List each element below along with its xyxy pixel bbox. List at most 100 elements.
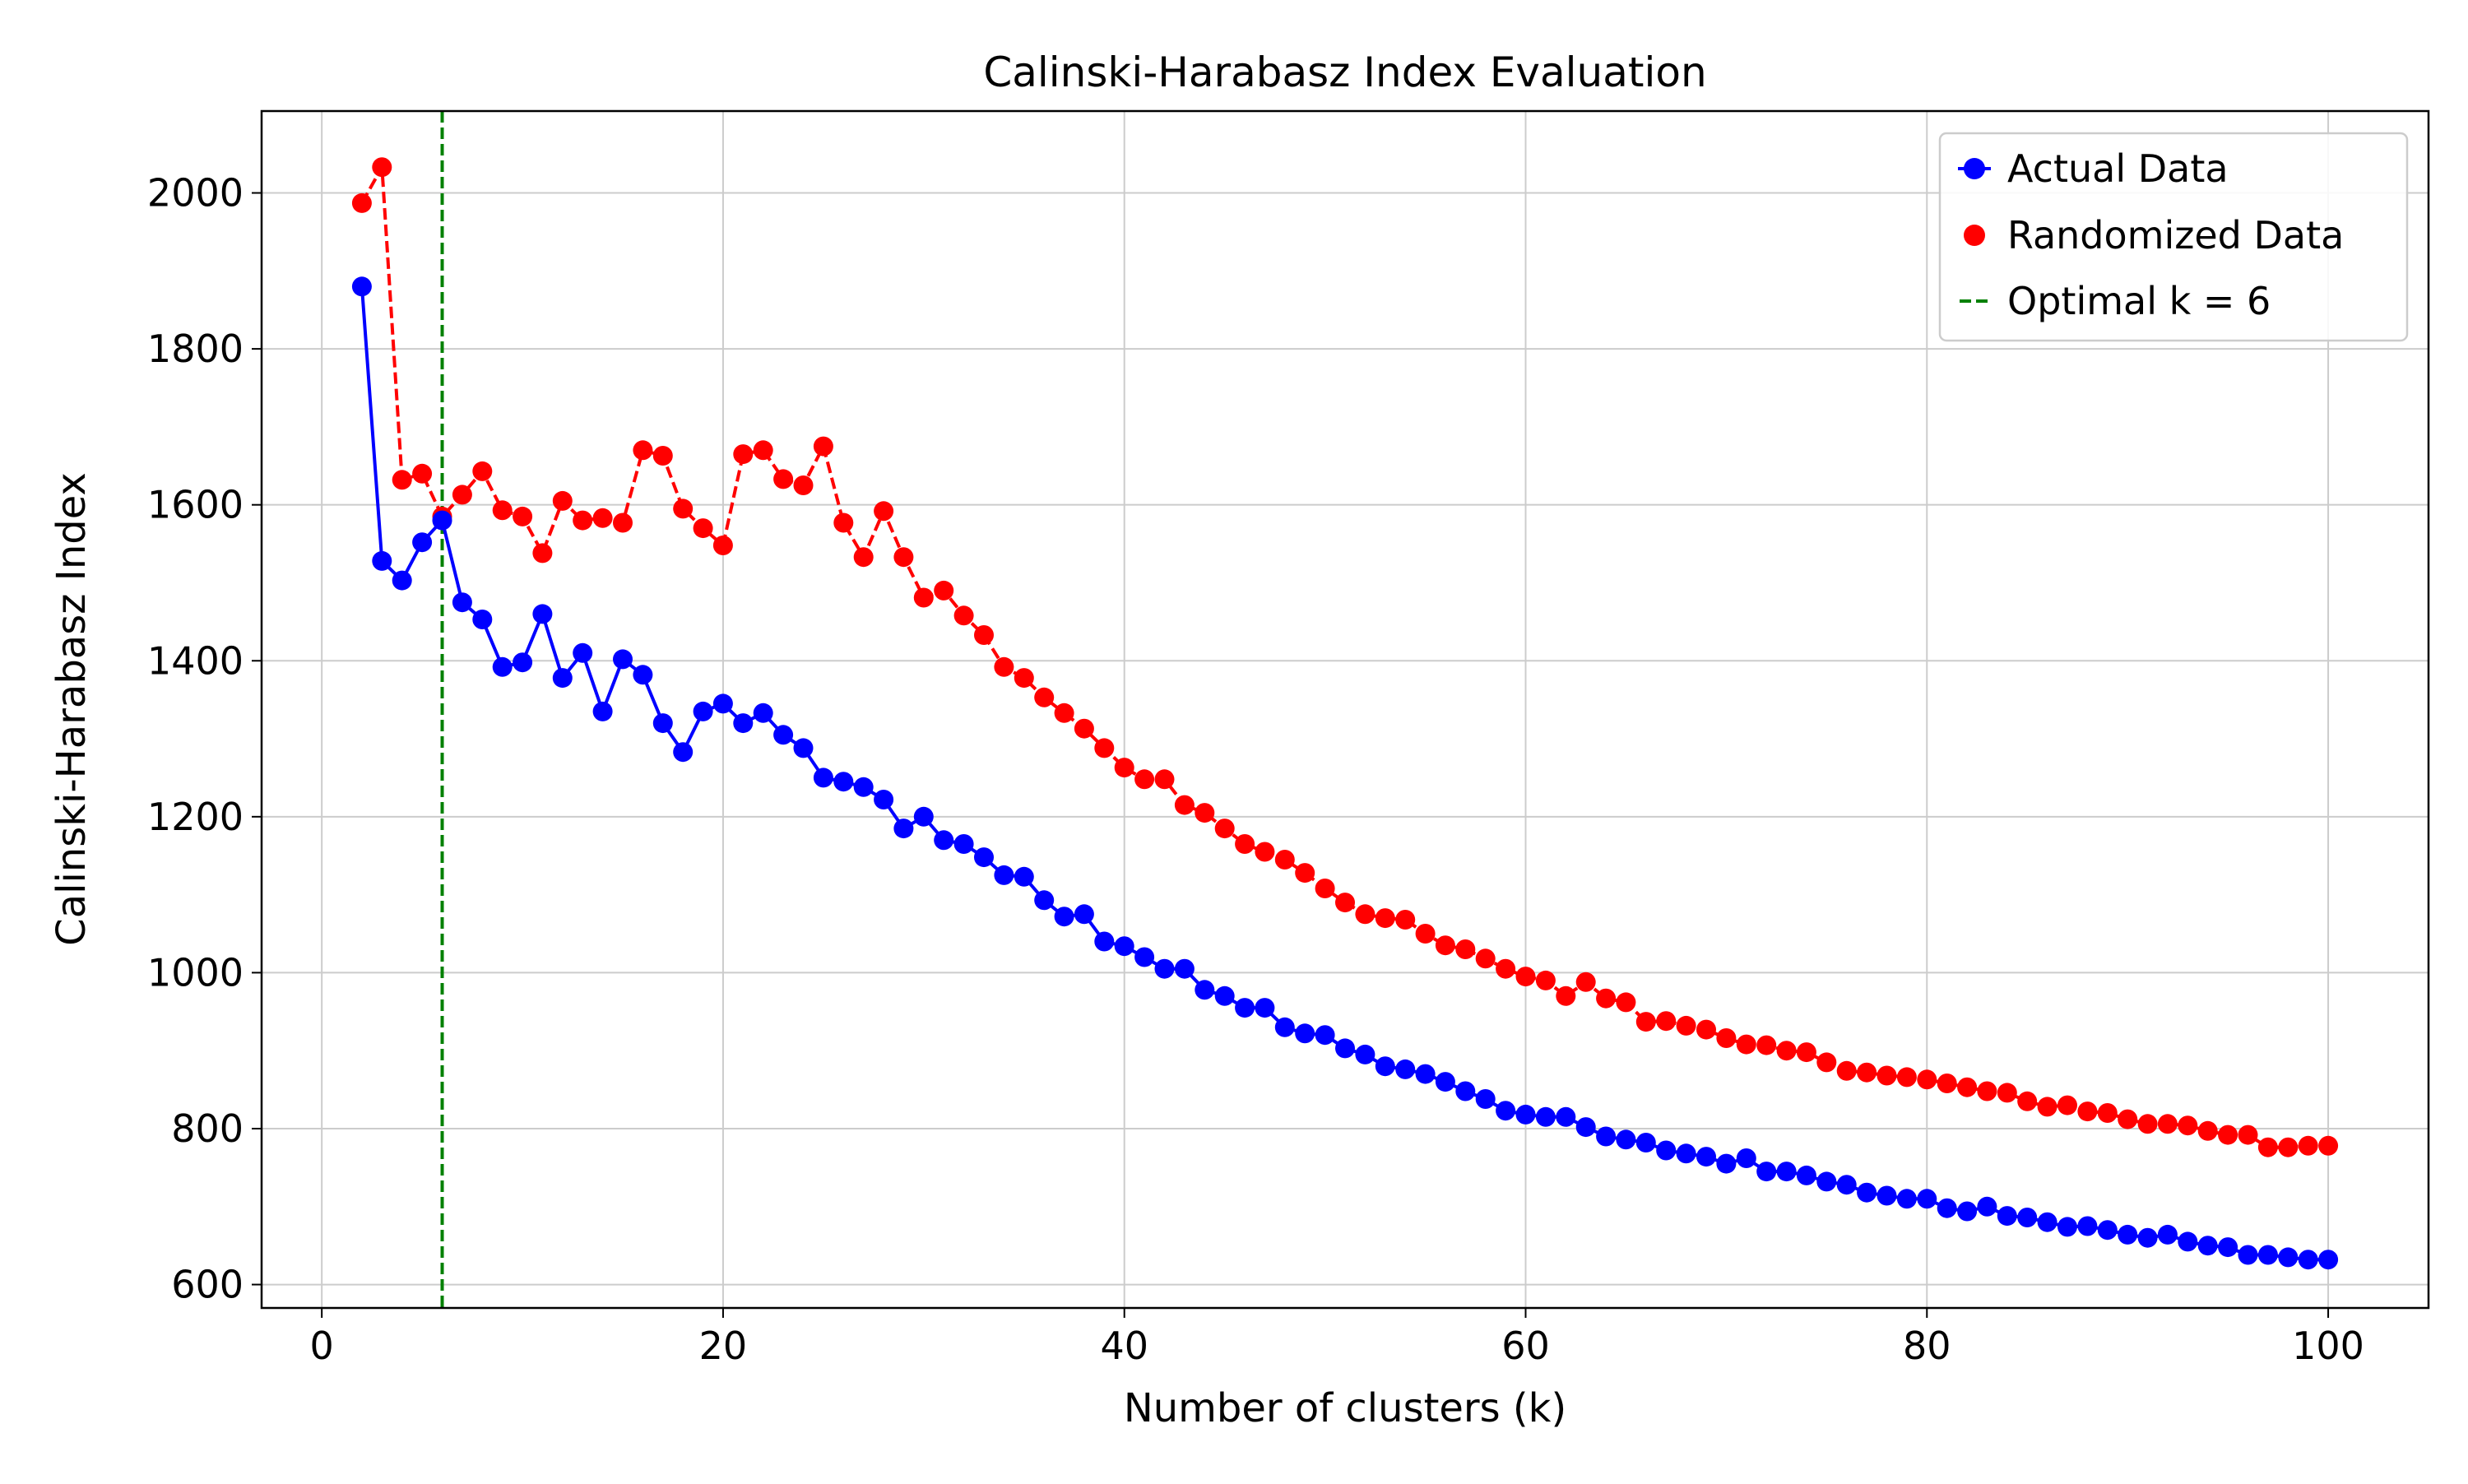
data-point-randomized-data xyxy=(1295,863,1315,883)
data-point-actual-data xyxy=(1195,980,1215,1000)
data-point-randomized-data xyxy=(1877,1065,1897,1086)
y-tick-label: 2000 xyxy=(147,171,244,216)
data-point-randomized-data xyxy=(1074,718,1094,739)
data-point-actual-data xyxy=(793,738,814,758)
data-point-actual-data xyxy=(1977,1196,1997,1217)
data-point-actual-data xyxy=(452,592,472,613)
data-point-randomized-data xyxy=(392,470,412,490)
data-point-actual-data xyxy=(372,550,392,571)
data-point-actual-data xyxy=(2037,1212,2057,1232)
data-point-actual-data xyxy=(613,649,633,670)
data-point-actual-data xyxy=(1315,1025,1335,1046)
data-point-actual-data xyxy=(1877,1185,1897,1206)
data-point-actual-data xyxy=(1274,1017,1295,1037)
data-point-randomized-data xyxy=(2257,1137,2278,1157)
data-point-randomized-data xyxy=(1676,1015,1696,1036)
data-point-actual-data xyxy=(1395,1059,1416,1079)
data-point-actual-data xyxy=(1014,866,1034,887)
data-point-randomized-data xyxy=(573,510,593,531)
series-randomized-data xyxy=(351,157,2339,1157)
data-point-randomized-data xyxy=(592,508,613,528)
data-point-randomized-data xyxy=(1736,1034,1756,1055)
legend-frame xyxy=(1938,132,2409,342)
data-point-randomized-data xyxy=(1054,703,1074,723)
data-point-actual-data xyxy=(1355,1044,1375,1064)
data-point-randomized-data xyxy=(773,469,794,489)
data-point-actual-data xyxy=(1515,1104,1536,1125)
data-point-actual-data xyxy=(1535,1106,1556,1127)
data-point-actual-data xyxy=(1154,958,1175,979)
y-tick-label: 1200 xyxy=(147,795,244,839)
plot-frame xyxy=(260,109,2430,1310)
y-tick-label: 1000 xyxy=(147,950,244,995)
data-point-randomized-data xyxy=(1896,1067,1917,1087)
data-point-randomized-data xyxy=(351,192,372,213)
data-point-actual-data xyxy=(1455,1081,1476,1101)
data-point-actual-data xyxy=(1235,998,1255,1018)
data-point-randomized-data xyxy=(2118,1109,2138,1129)
data-point-actual-data xyxy=(1857,1182,1877,1203)
data-point-randomized-data xyxy=(1556,985,1576,1006)
data-point-randomized-data xyxy=(1977,1081,1997,1101)
data-point-actual-data xyxy=(633,665,653,685)
data-point-randomized-data xyxy=(1214,819,1235,839)
data-point-randomized-data xyxy=(1335,893,1355,913)
data-point-randomized-data xyxy=(1696,1019,1716,1040)
data-point-randomized-data xyxy=(652,446,673,466)
data-point-actual-data xyxy=(412,532,433,553)
data-point-actual-data xyxy=(1054,907,1074,927)
data-point-randomized-data xyxy=(372,157,392,178)
data-point-actual-data xyxy=(874,790,894,809)
data-point-randomized-data xyxy=(833,512,854,533)
data-point-actual-data xyxy=(673,742,694,763)
data-point-randomized-data xyxy=(2178,1115,2198,1136)
data-point-randomized-data xyxy=(953,605,974,626)
data-point-randomized-data xyxy=(2197,1120,2218,1141)
data-point-randomized-data xyxy=(2057,1095,2077,1115)
data-point-randomized-data xyxy=(2238,1125,2258,1145)
data-point-randomized-data xyxy=(1435,935,1455,956)
x-axis-label: Number of clusters (k) xyxy=(1124,1385,1566,1431)
data-point-actual-data xyxy=(2238,1245,2258,1265)
data-point-actual-data xyxy=(2218,1237,2238,1258)
data-point-actual-data xyxy=(893,819,914,839)
data-point-actual-data xyxy=(1134,947,1155,967)
y-tick-label: 600 xyxy=(171,1263,244,1307)
data-point-actual-data xyxy=(1375,1056,1395,1077)
data-point-actual-data xyxy=(994,865,1014,885)
x-tick-label: 100 xyxy=(2292,1324,2364,1368)
data-point-actual-data xyxy=(934,830,954,851)
data-point-randomized-data xyxy=(2318,1135,2339,1156)
data-point-actual-data xyxy=(592,701,613,721)
data-point-randomized-data xyxy=(1957,1077,1978,1097)
data-point-randomized-data xyxy=(452,485,472,505)
data-point-actual-data xyxy=(1917,1189,1937,1209)
x-tick-label: 20 xyxy=(699,1324,748,1368)
data-point-actual-data xyxy=(2118,1224,2138,1245)
data-point-randomized-data xyxy=(2037,1097,2057,1117)
data-point-randomized-data xyxy=(1274,850,1295,870)
data-point-actual-data xyxy=(1635,1133,1656,1152)
series-actual-data xyxy=(351,276,2339,1270)
data-point-actual-data xyxy=(1896,1189,1917,1209)
data-point-actual-data xyxy=(2278,1247,2299,1268)
data-point-randomized-data xyxy=(2298,1135,2318,1156)
data-point-randomized-data xyxy=(712,536,733,555)
legend-optimal-label: Optimal k = 6 xyxy=(2007,279,2271,323)
data-point-randomized-data xyxy=(633,440,653,461)
data-point-actual-data xyxy=(1596,1126,1617,1147)
y-tick-label: 1600 xyxy=(147,483,244,527)
data-point-actual-data xyxy=(1756,1162,1777,1182)
data-point-actual-data xyxy=(853,777,874,797)
data-point-randomized-data xyxy=(1937,1074,1957,1093)
data-point-randomized-data xyxy=(1997,1083,2017,1103)
data-point-randomized-data xyxy=(2137,1114,2158,1134)
data-point-randomized-data xyxy=(532,543,553,563)
data-point-randomized-data xyxy=(1355,904,1375,925)
data-point-actual-data xyxy=(913,806,934,827)
data-point-randomized-data xyxy=(853,547,874,568)
data-point-randomized-data xyxy=(1535,970,1556,990)
data-point-randomized-data xyxy=(1315,879,1335,898)
data-point-randomized-data xyxy=(1796,1042,1816,1063)
